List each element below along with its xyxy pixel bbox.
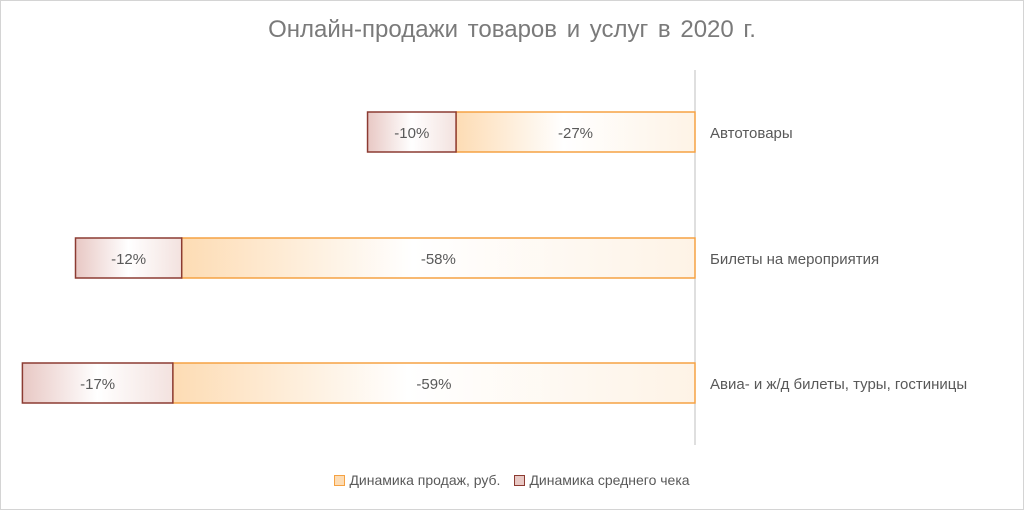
data-label-check-0: -10% <box>394 125 429 142</box>
legend-swatch-check <box>514 474 526 486</box>
data-label-check-1: -12% <box>111 251 146 268</box>
category-label-1: Билеты на мероприятия <box>710 251 879 268</box>
bar-check-1 <box>74 237 183 279</box>
legend-label-check: Динамика среднего чека <box>529 472 690 488</box>
category-label-0: Автотовары <box>710 125 793 142</box>
legend-item-check: Динамика среднего чека <box>514 472 690 488</box>
chart-legend: Динамика продаж, руб. Динамика среднего … <box>0 472 1024 488</box>
bar-check-0 <box>366 111 457 153</box>
data-label-check-2: -17% <box>80 376 115 393</box>
category-label-2: Авиа- и ж/д билеты, туры, гостиницы <box>710 376 967 393</box>
bar-check-2 <box>21 362 174 404</box>
data-label-sales-1: -58% <box>421 251 456 268</box>
bar-sales-0 <box>455 111 696 153</box>
data-label-sales-2: -59% <box>416 376 451 393</box>
legend-label-sales: Динамика продаж, руб. <box>349 472 501 488</box>
chart-title: Онлайн-продажи товаров и услуг в 2020 г. <box>268 16 756 43</box>
data-label-sales-0: -27% <box>558 125 593 142</box>
legend-item-sales: Динамика продаж, руб. <box>334 472 500 488</box>
legend-swatch-sales <box>334 474 346 486</box>
